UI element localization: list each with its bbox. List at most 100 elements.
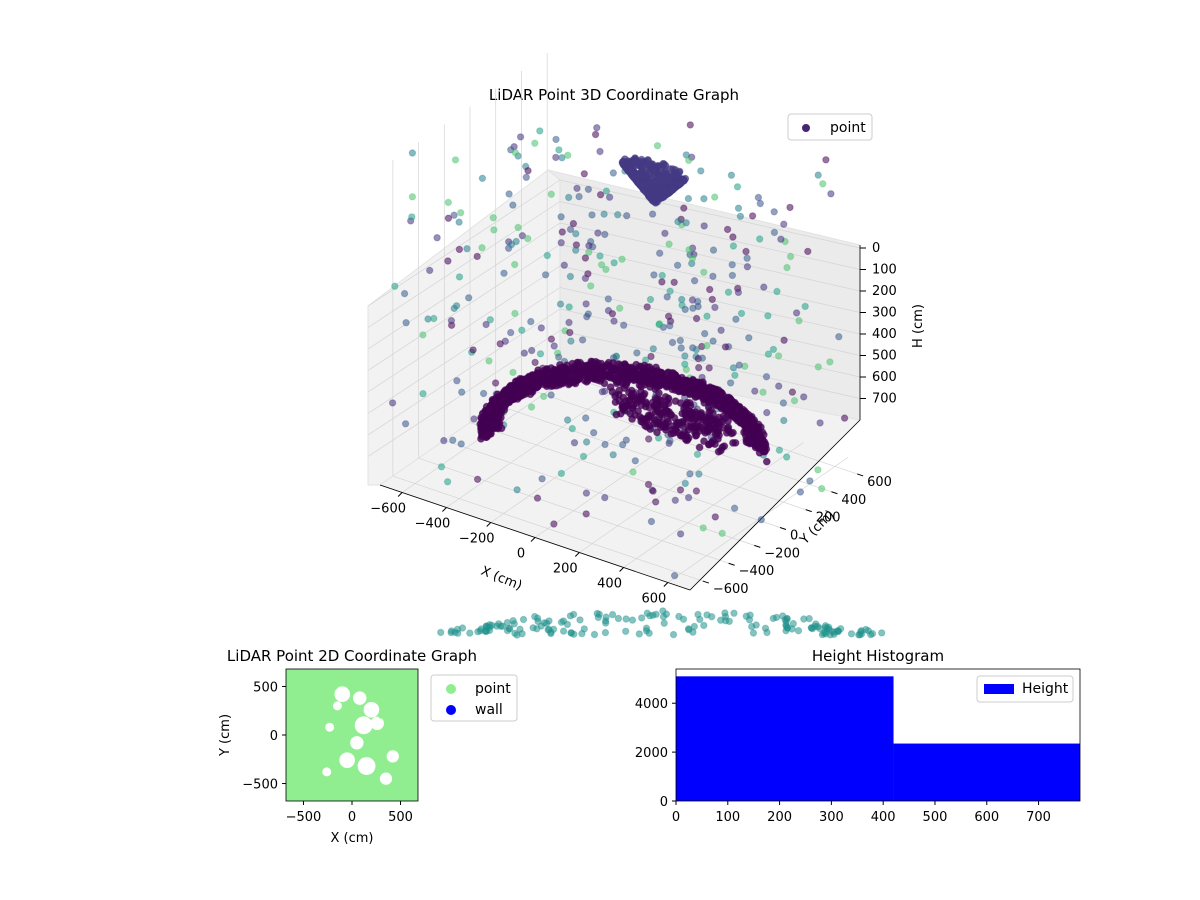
scatter-point bbox=[547, 335, 556, 343]
scatter-point bbox=[857, 627, 866, 635]
legend-2d-point-label: point bbox=[475, 681, 511, 697]
hist-x-tick-label: 500 bbox=[923, 810, 948, 825]
scatter-point bbox=[777, 235, 785, 243]
chart-3d-grid bbox=[367, 52, 861, 583]
legend-2d-wall-marker bbox=[446, 705, 456, 715]
scatter-point bbox=[689, 304, 697, 312]
chart-3d-title: LiDAR Point 3D Coordinate Graph bbox=[489, 86, 739, 104]
scatter-point bbox=[650, 271, 658, 279]
dome-point bbox=[752, 433, 761, 442]
branch-point bbox=[674, 418, 683, 427]
scatter-point bbox=[590, 630, 599, 639]
scatter-point bbox=[769, 345, 778, 354]
scatter-point bbox=[485, 621, 494, 629]
scatter-point bbox=[730, 609, 738, 617]
scatter-point bbox=[635, 630, 643, 638]
cap-point bbox=[659, 192, 668, 201]
scatter-point bbox=[449, 436, 457, 444]
scatter-point bbox=[514, 223, 522, 232]
dome-point bbox=[507, 382, 516, 390]
scatter-point bbox=[762, 373, 771, 381]
scatter-point bbox=[822, 630, 830, 638]
scatter-point bbox=[649, 611, 657, 619]
dome-point bbox=[613, 367, 621, 376]
scatter-point bbox=[543, 619, 551, 627]
scatter-point bbox=[444, 214, 453, 222]
scatter-point bbox=[763, 628, 771, 637]
scatter-point bbox=[629, 468, 637, 476]
scatter-point bbox=[490, 226, 498, 234]
scatter-point bbox=[622, 627, 630, 635]
scatter-point bbox=[614, 614, 623, 623]
scatter-point bbox=[705, 364, 713, 372]
branch-point bbox=[729, 428, 737, 437]
scatter-point bbox=[419, 331, 427, 339]
dome-point bbox=[628, 373, 636, 381]
floor-point bbox=[378, 712, 385, 719]
scatter-point bbox=[527, 317, 535, 326]
hist-x-tick-label: 600 bbox=[974, 810, 999, 825]
x-tick-label-2d: 500 bbox=[388, 810, 413, 825]
scatter-point bbox=[501, 337, 509, 345]
z-tick-label-3d: 500 bbox=[872, 349, 897, 364]
scatter-point bbox=[819, 180, 827, 188]
branch-point bbox=[667, 430, 676, 438]
scatter-point bbox=[684, 194, 693, 203]
dome-point bbox=[728, 401, 736, 409]
hist-x-tick-label: 300 bbox=[819, 810, 844, 825]
scatter-point bbox=[721, 609, 729, 617]
scatter-point bbox=[509, 201, 517, 209]
branch-point bbox=[700, 413, 709, 422]
scatter-point bbox=[728, 271, 737, 280]
scatter-point bbox=[601, 230, 609, 239]
grid-line-z-left bbox=[367, 201, 561, 328]
y-tick-3d bbox=[805, 509, 812, 513]
y-tick-label-2d: −500 bbox=[242, 778, 278, 793]
dome-point bbox=[745, 423, 754, 432]
branch-point bbox=[709, 409, 717, 418]
scatter-point bbox=[457, 440, 465, 448]
scatter-point bbox=[812, 620, 820, 628]
scatter-point bbox=[537, 324, 545, 332]
scatter-point bbox=[643, 303, 651, 311]
scatter-point bbox=[780, 336, 788, 344]
branch-point bbox=[652, 400, 660, 408]
scatter-point bbox=[400, 289, 409, 298]
scatter-point bbox=[685, 246, 693, 254]
branch-point bbox=[698, 421, 706, 430]
scatter-point bbox=[728, 261, 736, 269]
scatter-point bbox=[773, 287, 781, 296]
dome-point bbox=[588, 374, 597, 383]
cap-point bbox=[675, 179, 684, 188]
scatter-point bbox=[557, 469, 566, 478]
scatter-point bbox=[681, 360, 689, 368]
scatter-point bbox=[818, 484, 826, 493]
scatter-point bbox=[618, 255, 626, 263]
branch-point bbox=[655, 413, 664, 421]
scatter-point bbox=[552, 153, 560, 162]
scatter-point bbox=[794, 627, 803, 635]
scatter-point bbox=[736, 212, 745, 221]
scatter-point bbox=[717, 326, 725, 334]
scatter-point bbox=[760, 283, 768, 291]
grid-line-z bbox=[559, 201, 861, 270]
scatter-point bbox=[581, 254, 590, 262]
scatter-point bbox=[555, 146, 563, 154]
scatter-point bbox=[453, 625, 462, 633]
x-axis-label-2d: X (cm) bbox=[331, 831, 374, 846]
branch-point bbox=[687, 410, 696, 419]
scatter-point bbox=[709, 272, 717, 280]
x-axis-label-3d: X (cm) bbox=[479, 564, 524, 594]
scatter-point bbox=[786, 203, 794, 212]
dome-point bbox=[632, 360, 641, 369]
branch-point bbox=[684, 422, 693, 431]
hist-y-tick-label: 4000 bbox=[635, 697, 668, 712]
scatter-point bbox=[822, 156, 830, 164]
scatter-point bbox=[696, 615, 704, 624]
x-tick-label-2d: −500 bbox=[286, 810, 322, 825]
scatter-point bbox=[579, 452, 588, 461]
scatter-point bbox=[711, 193, 719, 201]
scatter-point bbox=[692, 345, 700, 354]
cap-point bbox=[668, 172, 676, 181]
grid-line-y bbox=[495, 404, 806, 510]
